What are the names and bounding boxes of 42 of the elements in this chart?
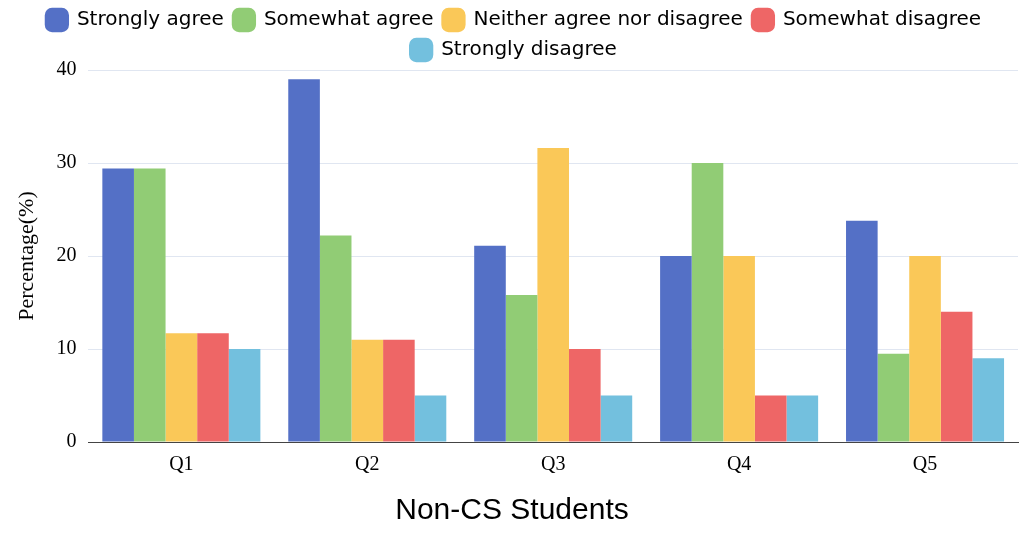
bar: [288, 79, 320, 442]
bar: [505, 295, 538, 442]
x-tick-label: Q5: [912, 452, 938, 475]
text: Non-CS Students: [394, 492, 630, 526]
legend-label: Somewhat agree: [263, 6, 434, 31]
bar: [691, 163, 724, 442]
bar: [165, 333, 198, 442]
x-tick-label: Q1: [169, 452, 194, 475]
bar: [537, 148, 569, 442]
bar: [909, 256, 941, 442]
bar: [786, 395, 819, 442]
y-tick-label: 40: [56, 57, 77, 80]
y-tick-label: 10: [56, 336, 77, 359]
bar: [660, 256, 692, 442]
y-tick-label: 30: [56, 150, 77, 173]
legend-label: Neither agree nor disagree: [473, 6, 743, 31]
bar: [474, 245, 506, 442]
bar: [723, 256, 755, 442]
x-tick-label: Q2: [355, 452, 380, 475]
y-tick-label: 20: [56, 243, 77, 266]
bar: [319, 235, 352, 442]
bar: [383, 339, 415, 442]
bar: [133, 168, 166, 442]
y-axis-title: Percentage(%): [12, 191, 38, 321]
bar: [846, 220, 878, 442]
bar: [972, 358, 1005, 442]
bar: [102, 168, 134, 442]
bar: [600, 395, 633, 442]
bar: [569, 349, 601, 442]
legend-label: Strongly disagree: [441, 36, 617, 61]
legend-label: Somewhat disagree: [782, 6, 982, 31]
bar: [754, 395, 787, 442]
bar: [351, 339, 384, 442]
y-tick-label: 0: [66, 429, 77, 452]
bar: [228, 349, 261, 442]
legend-label: Strongly agree: [76, 6, 224, 31]
bar: [877, 353, 910, 442]
x-tick-label: Q4: [726, 452, 752, 475]
bar: [197, 333, 229, 442]
bar: [940, 311, 973, 442]
x-tick-label: Q3: [540, 452, 566, 475]
bar: [414, 395, 447, 442]
